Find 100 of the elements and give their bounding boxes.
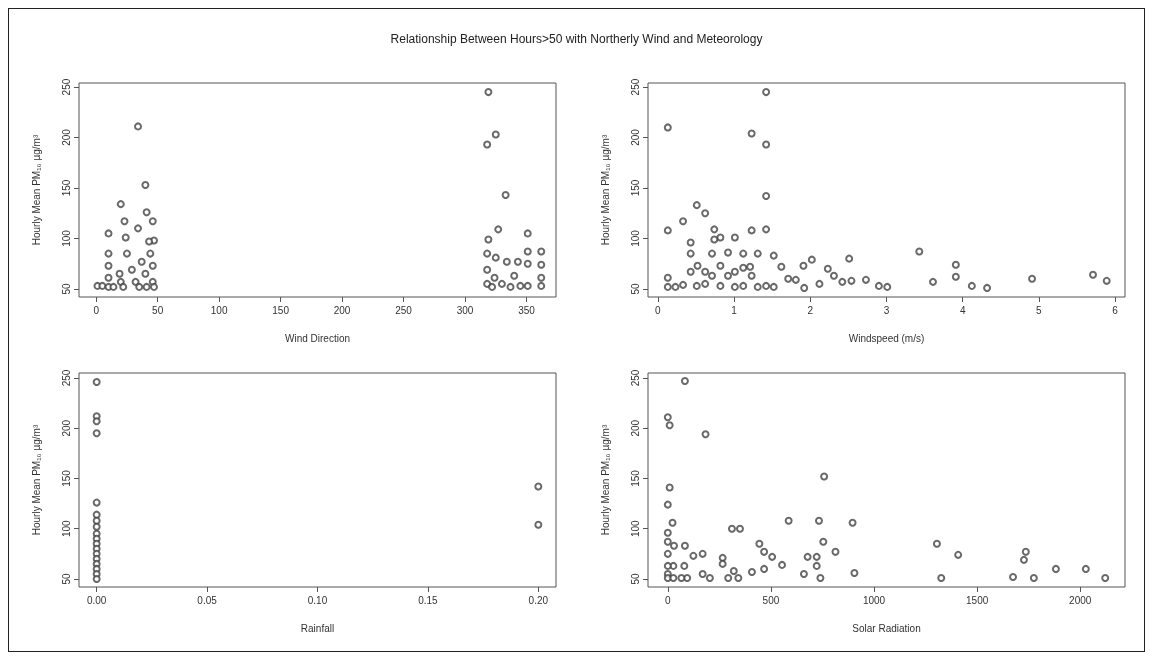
point — [1051, 564, 1060, 573]
point — [760, 547, 769, 556]
point — [523, 229, 532, 238]
y-tick-label: 100 — [60, 519, 72, 538]
x-tick-label: 150 — [272, 304, 290, 316]
point — [669, 541, 678, 550]
x-tick-label: 0 — [93, 304, 100, 316]
x-tick-label: 250 — [395, 304, 413, 316]
point — [812, 561, 821, 570]
point — [831, 547, 840, 556]
point — [803, 552, 812, 561]
point — [724, 573, 733, 582]
y-tick-label: 100 — [629, 229, 641, 247]
y-tick-label: 150 — [60, 179, 72, 197]
point — [669, 573, 678, 582]
point — [119, 282, 128, 291]
y-axis-title: Hourly Mean PM₁₀ µg/m³ — [30, 424, 42, 536]
point — [516, 281, 525, 290]
point — [483, 249, 492, 258]
point — [814, 516, 823, 525]
y-axis-title: Hourly Mean PM₁₀ µg/m³ — [599, 424, 611, 536]
x-tick-label: 2 — [807, 304, 814, 316]
point — [663, 549, 672, 558]
point — [488, 282, 497, 291]
point — [115, 269, 124, 278]
point — [483, 265, 492, 274]
point — [747, 567, 756, 576]
point — [663, 528, 672, 537]
point — [92, 522, 101, 531]
point — [705, 573, 714, 582]
y-axis-title: Hourly Mean PM₁₀ µg/m³ — [599, 134, 611, 246]
y-tick-label: 50 — [60, 282, 72, 295]
point — [537, 247, 546, 256]
x-tick-label: 5 — [1036, 304, 1043, 316]
y-tick-label: 50 — [629, 572, 641, 585]
point — [104, 273, 113, 282]
point — [668, 518, 677, 527]
x-tick-label: 4 — [959, 304, 966, 316]
x-tick-label: 0 — [665, 594, 672, 606]
point — [729, 566, 738, 575]
point — [718, 559, 727, 568]
point — [665, 421, 674, 430]
x-axis-title: Rainfall — [300, 622, 335, 634]
point — [1081, 564, 1090, 573]
point — [537, 260, 546, 269]
point — [663, 500, 672, 509]
x-tick-label: 0.05 — [197, 594, 218, 606]
x-tick-label: 0.10 — [307, 594, 328, 606]
point — [92, 378, 101, 387]
point — [820, 472, 829, 481]
point — [665, 483, 674, 492]
point — [954, 550, 963, 559]
point — [812, 552, 821, 561]
point — [784, 516, 793, 525]
point — [150, 282, 158, 291]
x-tick-label: 0.00 — [86, 594, 107, 606]
point — [506, 282, 515, 291]
point — [148, 261, 157, 270]
point — [932, 539, 941, 548]
point — [142, 208, 151, 217]
point — [850, 568, 859, 577]
x-axis-title: Windspeed (m/s) — [848, 332, 925, 344]
point — [484, 88, 493, 97]
point — [1021, 547, 1030, 556]
point — [92, 498, 101, 507]
y-tick-label: 250 — [60, 369, 72, 387]
point — [799, 569, 808, 578]
point — [92, 417, 101, 426]
point — [680, 561, 689, 570]
point — [122, 249, 131, 258]
point — [663, 537, 672, 546]
point — [663, 561, 672, 570]
point — [127, 265, 136, 274]
point — [92, 429, 101, 438]
point — [141, 269, 150, 278]
point — [148, 217, 157, 226]
point — [104, 229, 113, 238]
point — [491, 253, 500, 262]
y-tick-label: 50 — [629, 282, 641, 295]
x-tick-label: 350 — [518, 304, 536, 316]
point — [501, 191, 510, 200]
x-tick-label: 500 — [762, 594, 780, 606]
point — [510, 271, 519, 280]
point — [490, 273, 499, 282]
point — [534, 482, 543, 491]
x-tick-label: 1 — [731, 304, 738, 316]
y-tick-label: 200 — [629, 419, 641, 437]
y-tick-label: 250 — [629, 78, 641, 96]
point — [137, 257, 146, 266]
point — [768, 552, 777, 561]
point — [1009, 572, 1018, 581]
point — [680, 541, 689, 550]
point — [483, 140, 492, 149]
point — [145, 237, 154, 246]
point — [683, 573, 692, 582]
point — [523, 281, 532, 290]
point — [142, 282, 151, 291]
point — [760, 564, 769, 573]
point — [131, 277, 140, 286]
y-tick-label: 150 — [629, 179, 641, 197]
